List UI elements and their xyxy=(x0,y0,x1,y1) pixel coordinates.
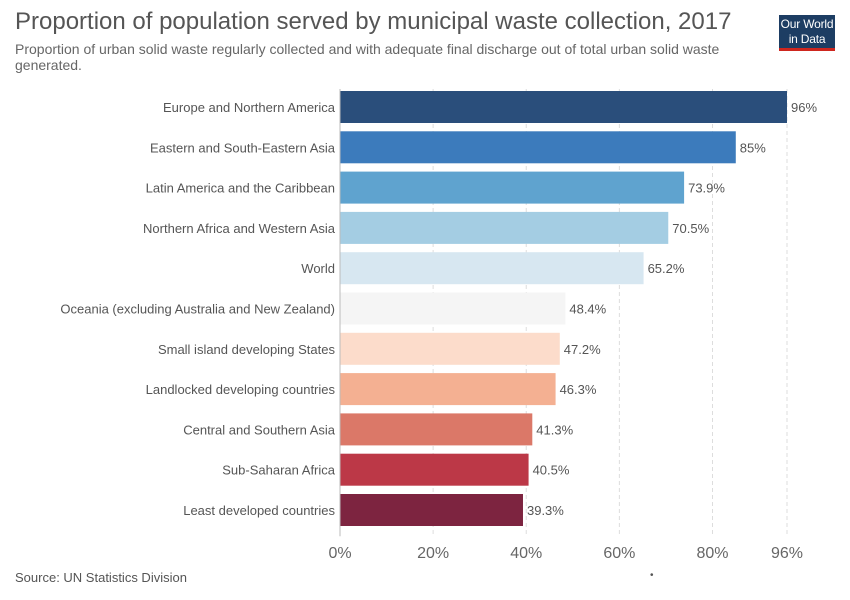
bar[interactable] xyxy=(340,494,523,526)
bar[interactable] xyxy=(340,91,787,123)
value-label: 48.4% xyxy=(569,302,606,317)
x-tick-label: 96% xyxy=(771,545,803,562)
value-label: 73.9% xyxy=(688,181,725,196)
category-label: World xyxy=(301,261,335,276)
category-label: Sub-Saharan Africa xyxy=(222,463,336,478)
category-label: Central and Southern Asia xyxy=(183,422,336,437)
x-tick-label: 40% xyxy=(510,545,542,562)
category-label: Landlocked developing countries xyxy=(146,382,336,397)
chart-title: Proportion of population served by munic… xyxy=(15,8,732,35)
value-label: 65.2% xyxy=(648,261,685,276)
category-label: Least developed countries xyxy=(183,503,335,518)
category-label: Eastern and South-Eastern Asia xyxy=(150,140,336,155)
value-label: 85% xyxy=(740,140,766,155)
chart-subtitle: Proportion of urban solid waste regularl… xyxy=(15,41,720,73)
bar[interactable] xyxy=(340,373,556,406)
bar[interactable] xyxy=(340,171,685,204)
footer-dot: • xyxy=(650,570,654,581)
category-label: Northern Africa and Western Asia xyxy=(143,221,336,236)
value-label: 47.2% xyxy=(564,342,601,357)
x-tick-label: 0% xyxy=(328,545,351,562)
value-label: 96% xyxy=(791,100,817,115)
bar[interactable] xyxy=(340,413,533,446)
category-label: Europe and Northern America xyxy=(163,100,336,115)
category-label: Latin America and the Caribbean xyxy=(146,181,335,196)
logo-line-1: Our World xyxy=(780,17,834,31)
x-tick-label: 60% xyxy=(603,545,635,562)
value-label: 46.3% xyxy=(560,382,597,397)
bar[interactable] xyxy=(340,252,644,285)
bar[interactable] xyxy=(340,332,560,365)
value-label: 70.5% xyxy=(672,221,709,236)
value-label: 41.3% xyxy=(536,422,573,437)
bar[interactable] xyxy=(340,211,669,244)
value-label: 39.3% xyxy=(527,503,564,518)
x-tick-label: 80% xyxy=(696,545,728,562)
logo-line-2: in Data xyxy=(788,32,826,46)
value-label: 40.5% xyxy=(533,463,570,478)
x-tick-label: 20% xyxy=(417,545,449,562)
bar[interactable] xyxy=(340,453,529,486)
source-note: Source: UN Statistics Division xyxy=(15,570,187,585)
owid-logo[interactable]: Our World in Data xyxy=(779,15,835,51)
category-label: Oceania (excluding Australia and New Zea… xyxy=(60,302,335,317)
bar[interactable] xyxy=(340,131,736,164)
bar[interactable] xyxy=(340,292,566,325)
category-label: Small island developing States xyxy=(158,342,336,357)
